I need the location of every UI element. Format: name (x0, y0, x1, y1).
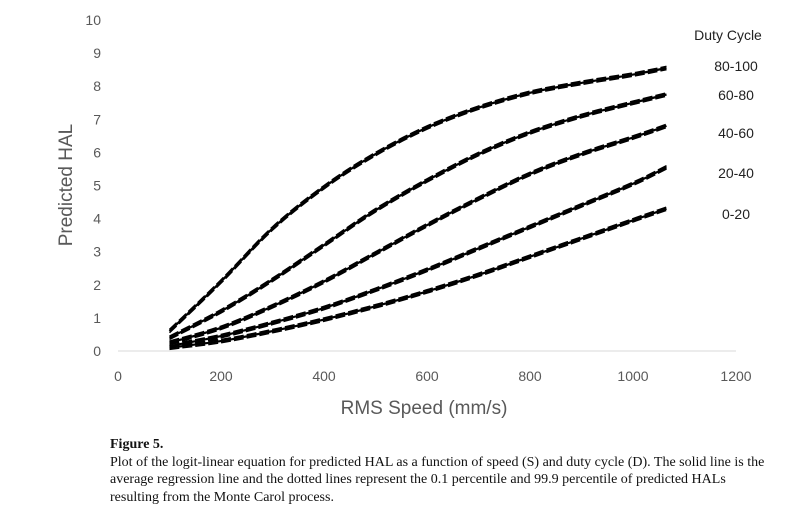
caption-text: Plot of the logit-linear equation for pr… (110, 454, 765, 505)
average-regression-line (169, 124, 667, 344)
series-line-40-60 (169, 123, 667, 346)
y-axis-title: Predicted HAL (56, 124, 77, 247)
percentile-lower-line (169, 168, 667, 349)
percentile-lower-line (168, 68, 667, 334)
series-line-80-100 (168, 65, 667, 334)
hal-line-chart: 0 1 2 3 4 5 6 7 8 9 10 0 200 400 600 800 1000 1200 Duty … (56, 12, 762, 419)
y-tick-label: 3 (93, 244, 101, 260)
average-regression-line (169, 166, 667, 348)
series-line-20-40 (169, 164, 667, 349)
x-tick-label: 600 (415, 368, 439, 384)
series-lines (168, 65, 667, 351)
percentile-upper-line (168, 65, 667, 331)
caption-title: Figure 5. (110, 437, 164, 452)
x-tick-labels: 0 200 400 600 800 1000 1200 (114, 368, 752, 384)
x-tick-label: 0 (114, 368, 122, 384)
percentile-lower-line (169, 95, 667, 341)
x-tick-label: 400 (312, 368, 336, 384)
percentile-upper-line (169, 164, 667, 346)
legend-title: Duty Cycle (694, 27, 762, 43)
y-tick-label: 5 (93, 178, 101, 194)
percentile-lower-line (169, 209, 667, 351)
figure-caption: Figure 5. Plot of the logit-linear equat… (110, 436, 770, 506)
legend-entry-80-100: 80-100 (714, 58, 758, 74)
y-tick-label: 7 (93, 111, 101, 127)
percentile-upper-line (169, 92, 667, 337)
y-tick-label: 6 (93, 144, 101, 160)
x-tick-label: 1200 (720, 368, 751, 384)
average-regression-line (169, 207, 667, 349)
percentile-lower-line (169, 126, 667, 346)
legend-entry-20-40: 20-40 (718, 165, 754, 181)
legend-entry-40-60: 40-60 (718, 125, 754, 141)
y-tick-label: 8 (93, 78, 101, 94)
y-tick-label: 1 (93, 310, 101, 326)
percentile-upper-line (169, 123, 667, 342)
series-line-60-80 (168, 92, 667, 341)
y-tick-label: 9 (93, 45, 101, 61)
series-line-0-20 (169, 206, 667, 351)
y-tick-label: 4 (93, 211, 101, 227)
legend: Duty Cycle 80-100 60-80 40-60 20-40 0-20 (694, 27, 762, 222)
legend-entry-0-20: 0-20 (722, 206, 750, 222)
x-tick-label: 200 (209, 368, 233, 384)
percentile-upper-line (169, 206, 667, 347)
y-tick-label: 2 (93, 277, 101, 293)
x-axis-title: RMS Speed (mm/s) (341, 398, 508, 419)
x-tick-label: 1000 (617, 368, 648, 384)
average-regression-line (168, 93, 667, 339)
average-regression-line (168, 66, 667, 332)
y-tick-labels: 0 1 2 3 4 5 6 7 8 9 10 (85, 12, 101, 359)
y-tick-label: 10 (85, 12, 101, 28)
y-tick-label: 0 (93, 343, 101, 359)
x-tick-label: 800 (518, 368, 542, 384)
legend-entry-60-80: 60-80 (718, 87, 754, 103)
